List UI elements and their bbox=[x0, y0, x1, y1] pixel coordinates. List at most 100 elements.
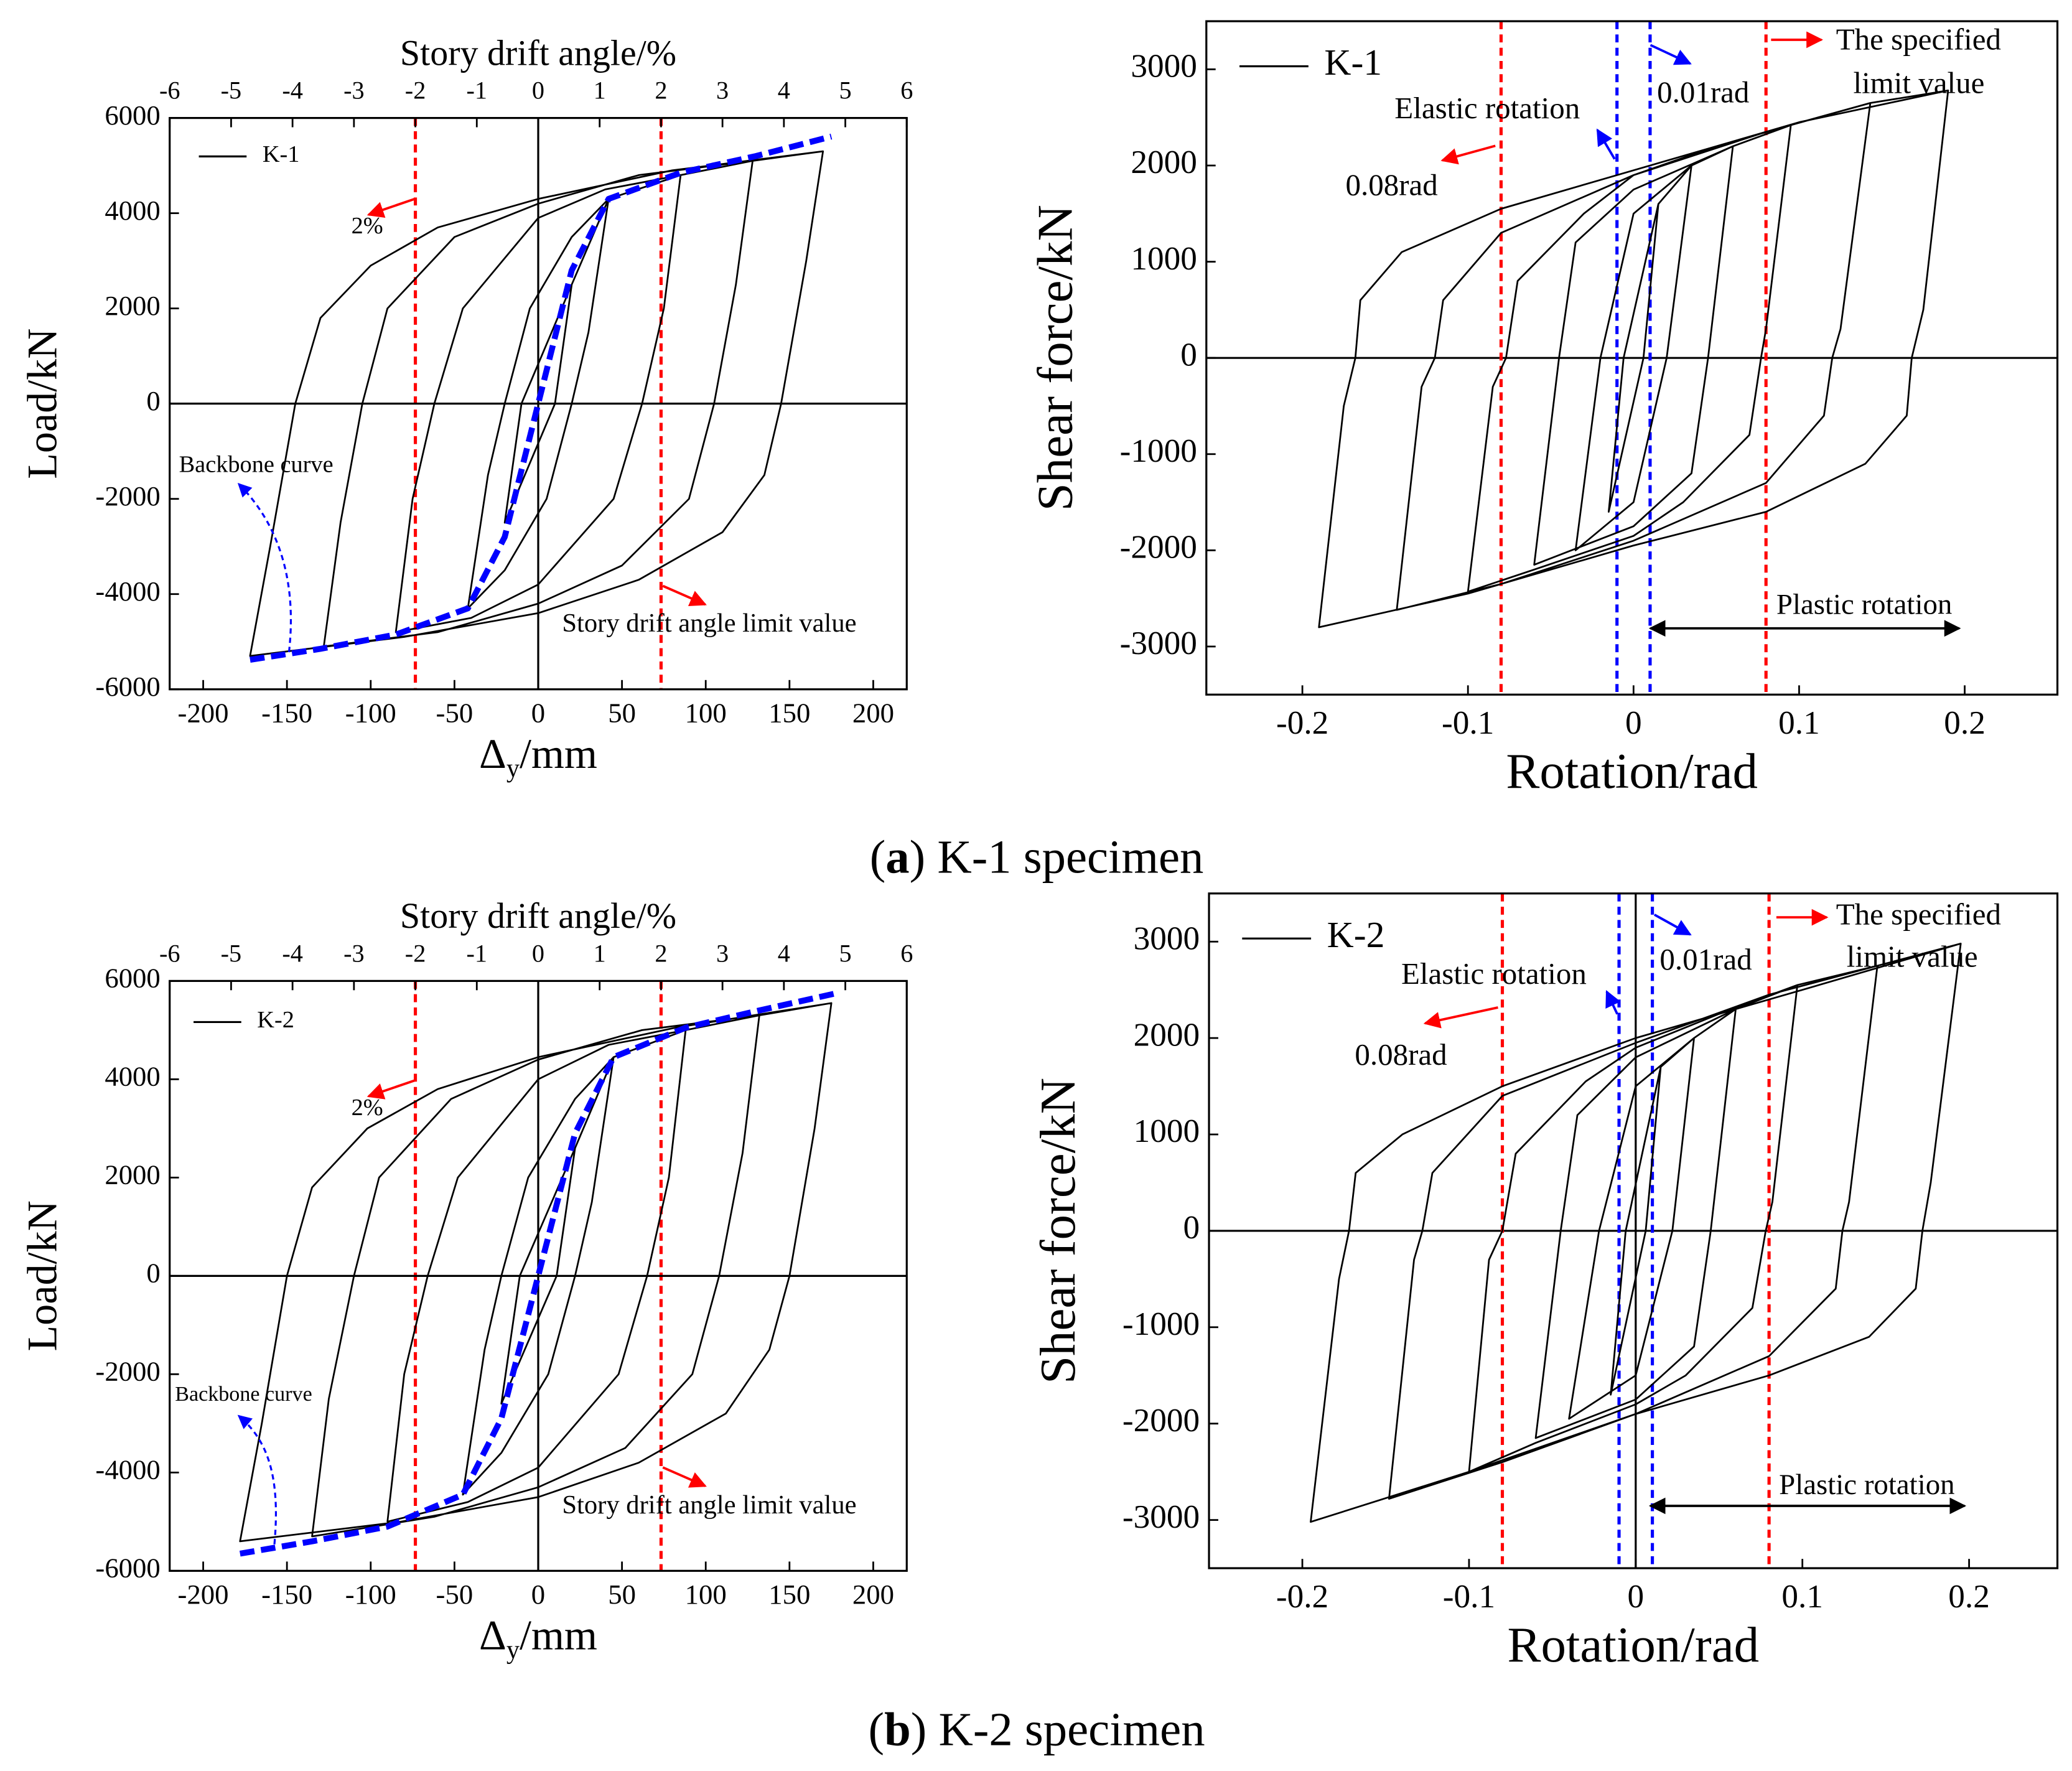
series-label: Backbone curve bbox=[175, 1383, 312, 1406]
annotation: 2% bbox=[352, 1095, 383, 1121]
x-tick-label: 150 bbox=[768, 1579, 810, 1610]
x-tick-label: 100 bbox=[685, 1579, 727, 1610]
y-tick-label: 1000 bbox=[1134, 1113, 1200, 1149]
x-axis-title-part: /mm bbox=[520, 1611, 597, 1658]
x2-tick-label: -1 bbox=[467, 77, 488, 105]
x-axis-title: Rotation/rad bbox=[1506, 743, 1758, 799]
y-tick-label: -2000 bbox=[1120, 529, 1197, 566]
caption-part: ( bbox=[869, 1703, 885, 1755]
y-tick-label: -2000 bbox=[95, 480, 160, 512]
y-tick-label: 2000 bbox=[1131, 144, 1197, 180]
x2-tick-label: 6 bbox=[900, 77, 913, 105]
x2-tick-label: 4 bbox=[778, 77, 790, 105]
x-tick-label: -100 bbox=[345, 1579, 396, 1610]
legend-label: K-2 bbox=[1327, 914, 1385, 955]
y-tick-label: 2000 bbox=[105, 290, 160, 321]
y-tick-label: -3000 bbox=[1120, 625, 1197, 661]
x2-tick-label: 5 bbox=[839, 77, 851, 105]
x-tick-label: -150 bbox=[261, 1579, 312, 1610]
y-tick-label: -4000 bbox=[95, 1454, 160, 1485]
caption-part: ) bbox=[911, 1703, 927, 1755]
x2-axis-title: Story drift angle/% bbox=[400, 895, 676, 936]
x2-tick-label: 1 bbox=[594, 939, 606, 967]
x2-tick-label: 2 bbox=[655, 77, 667, 105]
x-axis-title: Δy/mm bbox=[479, 730, 597, 783]
y-tick-label: -4000 bbox=[95, 576, 160, 607]
annotation: Elastic rotation bbox=[1401, 956, 1587, 991]
annotation: 0.08rad bbox=[1355, 1037, 1447, 1072]
annotation-arrow bbox=[1653, 914, 1692, 936]
annotation-arrow bbox=[1423, 1006, 1498, 1029]
x-tick-label: 50 bbox=[608, 697, 636, 728]
annotation: 2% bbox=[352, 213, 383, 239]
x-tick-label: -0.2 bbox=[1276, 704, 1328, 741]
annotation-arrow bbox=[662, 584, 707, 607]
y-tick-label: -1000 bbox=[1122, 1306, 1200, 1342]
y-tick-label: -1000 bbox=[1120, 432, 1197, 469]
annotation: The specified bbox=[1836, 897, 2001, 931]
y-axis-title: Load/kN bbox=[19, 1200, 66, 1351]
x-tick-label: -150 bbox=[261, 697, 312, 728]
x2-tick-label: -4 bbox=[282, 939, 303, 967]
y-axis-title: Shear force/kN bbox=[1027, 205, 1083, 511]
y-tick-label: -6000 bbox=[95, 1553, 160, 1584]
caption: (a) K-1 specimen bbox=[870, 830, 1204, 883]
annotation-arrow bbox=[1596, 128, 1616, 160]
x-axis-title-part: Δ bbox=[479, 730, 506, 777]
series-label: Backbone curve bbox=[179, 452, 334, 478]
annotation: The specified bbox=[1836, 22, 2001, 56]
annotation: 0.08rad bbox=[1345, 168, 1437, 202]
caption: (b) K-2 specimen bbox=[869, 1703, 1205, 1755]
x-tick-label: 50 bbox=[608, 1579, 636, 1610]
x-tick-label: 100 bbox=[685, 697, 727, 728]
annotation: Plastic rotation bbox=[1776, 588, 1952, 620]
caption-part: b bbox=[884, 1703, 911, 1755]
x2-tick-label: 0 bbox=[532, 939, 544, 967]
hysteresis-curve bbox=[1318, 90, 1949, 628]
x-tick-label: 200 bbox=[852, 1579, 894, 1610]
caption-part: a bbox=[885, 830, 909, 883]
x2-tick-label: -4 bbox=[282, 77, 303, 105]
x-tick-label: 0 bbox=[531, 1579, 545, 1610]
x-tick-label: -0.1 bbox=[1442, 704, 1494, 741]
x2-tick-label: 3 bbox=[716, 939, 729, 967]
y-tick-label: 6000 bbox=[105, 100, 160, 131]
annotation: limit value bbox=[1847, 940, 1978, 974]
y-axis-title: Load/kN bbox=[19, 329, 66, 479]
x2-tick-label: -2 bbox=[405, 77, 426, 105]
x-tick-label: -0.1 bbox=[1443, 1578, 1495, 1615]
x-tick-label: 0 bbox=[1625, 704, 1642, 741]
annotation-arrow bbox=[662, 1466, 707, 1488]
y-tick-label: -3000 bbox=[1122, 1498, 1200, 1535]
y-tick-label: 0 bbox=[146, 385, 160, 416]
annotation: limit value bbox=[1853, 66, 1984, 100]
y-tick-label: 0 bbox=[1180, 336, 1197, 373]
label-arrow bbox=[237, 482, 292, 653]
x-tick-label: -0.2 bbox=[1276, 1578, 1328, 1615]
x2-tick-label: 4 bbox=[778, 939, 790, 967]
annotation-arrow bbox=[366, 1079, 416, 1100]
annotation: Plastic rotation bbox=[1779, 1469, 1954, 1501]
annotation-arrow bbox=[1605, 989, 1621, 1015]
legend-label: K-1 bbox=[1324, 42, 1382, 83]
annotation: Story drift angle limit value bbox=[562, 609, 856, 638]
x2-tick-label: -3 bbox=[343, 77, 365, 105]
annotation-arrow bbox=[1440, 144, 1496, 165]
x-tick-label: 0 bbox=[1628, 1578, 1645, 1615]
x2-tick-label: -6 bbox=[159, 939, 180, 967]
x-tick-label: 0.2 bbox=[1948, 1578, 1990, 1615]
y-tick-label: -2000 bbox=[1122, 1402, 1200, 1439]
annotation: 0.01rad bbox=[1659, 942, 1752, 976]
annotation: 0.01rad bbox=[1657, 75, 1749, 110]
x2-tick-label: 3 bbox=[716, 77, 729, 105]
x-tick-label: -50 bbox=[436, 697, 474, 728]
x-tick-label: 200 bbox=[852, 697, 894, 728]
y-axis-title: Shear force/kN bbox=[1030, 1078, 1086, 1384]
x2-tick-label: 1 bbox=[594, 77, 606, 105]
y-tick-label: 2000 bbox=[1134, 1016, 1200, 1053]
y-tick-label: 0 bbox=[146, 1258, 160, 1289]
y-tick-label: 2000 bbox=[105, 1159, 160, 1190]
x-tick-label: 0 bbox=[531, 697, 545, 728]
